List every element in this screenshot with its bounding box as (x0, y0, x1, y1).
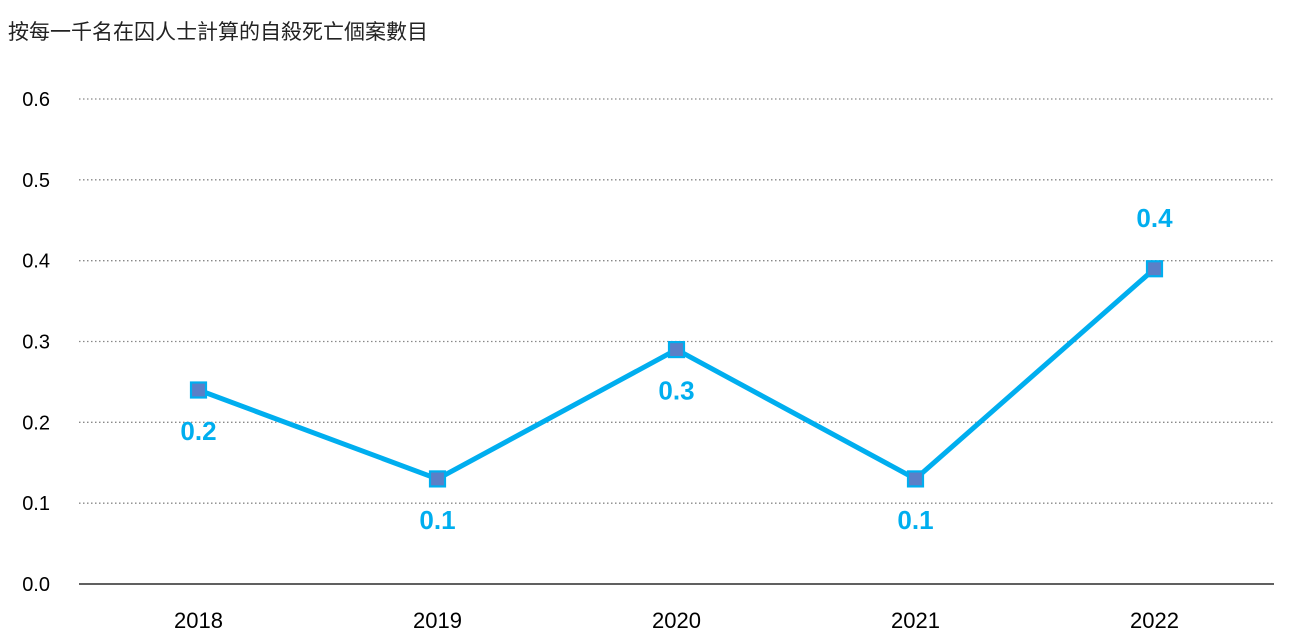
data-point-marker (667, 340, 686, 359)
y-tick-label: 0.3 (22, 332, 50, 354)
data-label: 0.3 (658, 376, 694, 406)
x-tick-label: 2022 (1130, 608, 1179, 633)
series-line (197, 266, 1157, 482)
x-tick-label: 2019 (413, 608, 462, 633)
y-tick-label: 0.6 (22, 89, 50, 111)
data-label: 0.1 (897, 505, 933, 535)
data-point-marker (189, 381, 208, 399)
series-layer (189, 260, 1164, 488)
y-tick-label: 0.2 (22, 412, 50, 434)
y-tick-label: 0.0 (22, 574, 50, 596)
x-tick-label: 2018 (174, 608, 223, 633)
data-label: 0.2 (180, 416, 216, 446)
y-tick-label: 0.1 (22, 493, 50, 515)
data-point-marker (906, 470, 925, 488)
data-labels: 0.2 0.1 0.3 0.1 0.4 (180, 203, 1173, 535)
x-tick-label: 2020 (652, 608, 701, 633)
x-tick-labels: 2018 2019 2020 2021 2022 (174, 608, 1179, 633)
y-tick-labels: 0.0 0.1 0.2 0.3 0.4 0.5 0.6 (22, 89, 50, 596)
data-point-marker (1145, 260, 1164, 278)
data-label: 0.4 (1136, 203, 1173, 233)
chart-title: 按每一千名在囚人士計算的自殺死亡個案數目 (8, 20, 428, 44)
x-tick-label: 2021 (891, 608, 940, 633)
data-point-marker (428, 470, 447, 488)
data-label: 0.1 (419, 505, 455, 535)
y-tick-label: 0.5 (22, 170, 50, 192)
gridlines (79, 98, 1274, 504)
y-tick-label: 0.4 (22, 251, 50, 273)
